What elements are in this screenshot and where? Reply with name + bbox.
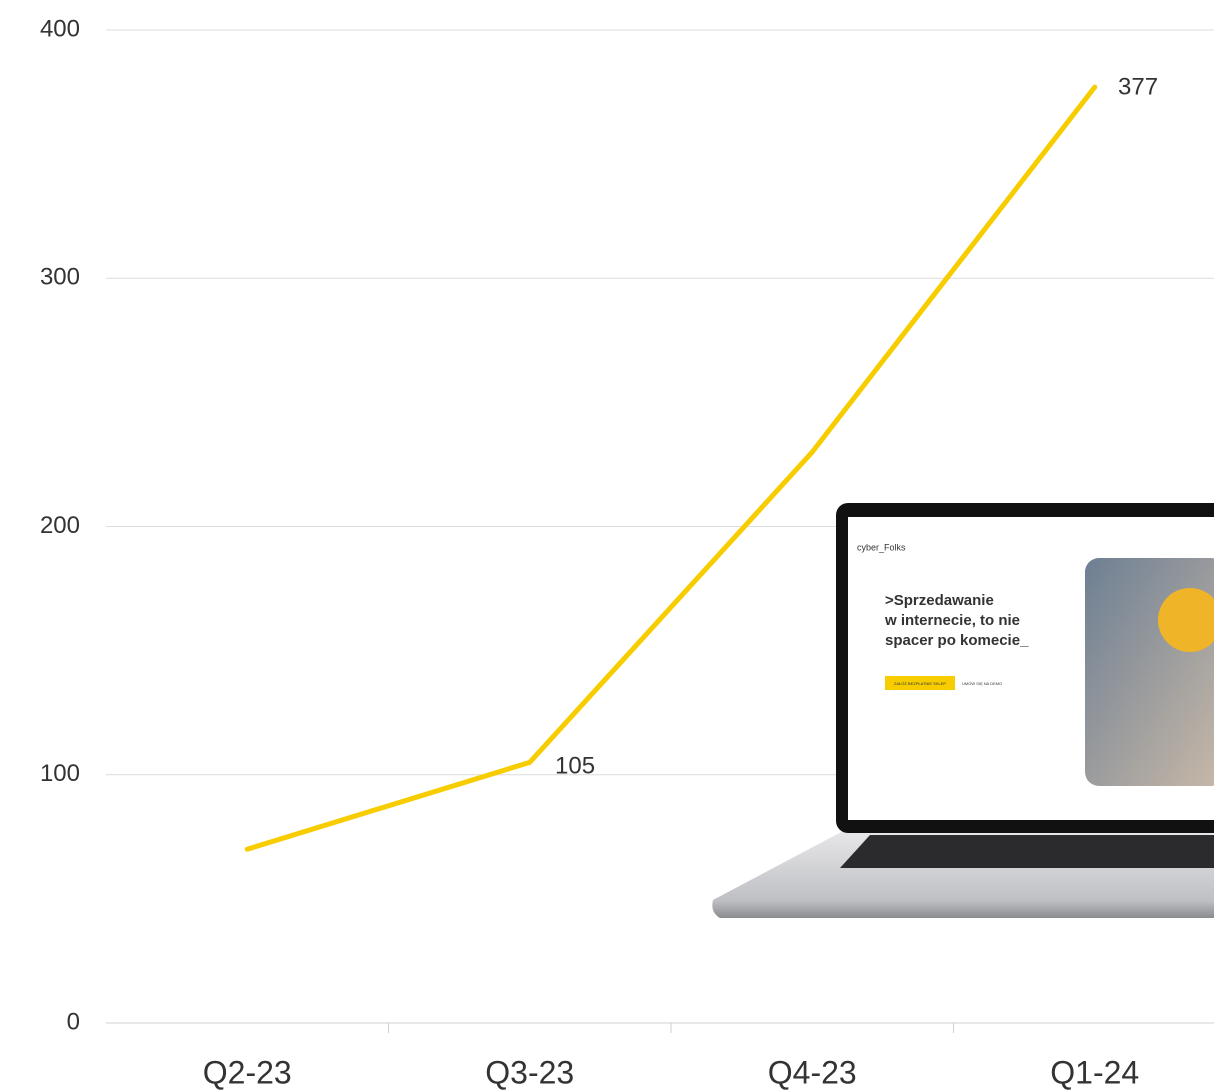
button xyxy=(885,676,955,690)
x-tick-label: Q3-23 xyxy=(485,1054,574,1090)
value-label: 105 xyxy=(555,752,595,779)
logo: cyber_Folks xyxy=(857,542,906,552)
headline: >Sprzedawanie xyxy=(885,592,994,609)
x-tick-label: Q4-23 xyxy=(768,1054,857,1090)
value-label: 377 xyxy=(1118,73,1158,100)
photo-hat xyxy=(1158,588,1214,652)
keyboard xyxy=(840,835,1214,868)
button-label: UMÓW SIĘ NA DEMO xyxy=(962,681,1002,686)
headline: w internecie, to nie xyxy=(884,612,1020,629)
headline: spacer po komecie_ xyxy=(885,632,1029,649)
y-tick-label: 0 xyxy=(67,1008,80,1035)
line xyxy=(244,84,1098,852)
y-tick-label: 200 xyxy=(40,512,80,539)
y-tick-label: 300 xyxy=(40,264,80,291)
y-tick-label: 100 xyxy=(40,760,80,787)
y-tick-label: 400 xyxy=(40,15,80,42)
x-tick-label: Q1-24 xyxy=(1050,1054,1139,1090)
button-label: ZAŁÓŻ BEZPŁATNIE SKLEP xyxy=(894,681,946,686)
laptop-image: cyber_Folks >Sprzedawanie w internecie, … xyxy=(712,503,1214,918)
x-tick-label: Q2-23 xyxy=(203,1054,292,1090)
